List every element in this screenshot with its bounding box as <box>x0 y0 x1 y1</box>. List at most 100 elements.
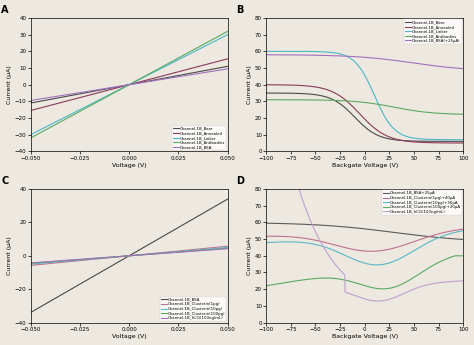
Channel-1B_Antibodies <box>148 71 154 75</box>
Channel-1B_Bare <box>28 101 34 105</box>
Channel-1B_Linker <box>370 89 375 93</box>
Channel-1B_Bare <box>263 91 269 95</box>
X-axis label: Voltage (V): Voltage (V) <box>112 163 146 168</box>
Line: Channel-1B_BSA+25μA: Channel-1B_BSA+25μA <box>266 223 463 239</box>
Channel-1B_Clusterin(10pg) <box>194 248 200 252</box>
Channel-1B_Annealed <box>358 113 364 117</box>
Channel-1B_Antibodies <box>145 72 151 77</box>
Channel-1B_Linker <box>357 65 363 69</box>
Channel-1B_Clusterin(10pg)+30μA <box>357 259 363 264</box>
Channel-1B_hCG(100ng/mL) <box>225 247 230 251</box>
Channel-1B_Linker <box>145 73 150 78</box>
Channel-1B_Clusterin(1pg) <box>28 263 34 267</box>
Channel-1B_Bare <box>381 135 386 139</box>
Channel-1B_Bare <box>206 68 212 72</box>
Channel-1B_Clusterin(1pg) <box>28 263 34 267</box>
Line: Channel-1B_Clusterin(1pg): Channel-1B_Clusterin(1pg) <box>31 246 228 265</box>
Line: Channel-1B_Clusterin(10pg): Channel-1B_Clusterin(10pg) <box>31 247 228 264</box>
Channel-1B_Linker <box>206 42 212 46</box>
Channel-1B_BSA+25μA <box>460 237 466 242</box>
Channel-1B_BSA <box>145 243 151 247</box>
Channel-1B_BSA+25μA <box>370 228 375 232</box>
Channel-1B_Linker <box>425 137 430 141</box>
Channel-1B_BSA(+25μA) <box>456 66 461 70</box>
Channel-1B_Clusterin(1pg) <box>148 252 154 256</box>
Channel-1B_Clusterin(100pg)+20μA <box>263 284 269 288</box>
Channel-1B_Bare <box>28 101 34 105</box>
Channel-1B_BSA+25μA <box>357 226 363 230</box>
Channel-1B_hCG(100ng/mL) <box>370 299 375 303</box>
Channel-1B_Clusterin(1pg) <box>206 246 212 250</box>
Line: Channel-1B_Annealed: Channel-1B_Annealed <box>266 85 463 143</box>
Channel-1B_Clusterin(10pg) <box>225 245 230 249</box>
Channel-1B_Antibodies <box>370 101 375 106</box>
Channel-1B_Clusterin(10pg)+30μA <box>425 240 431 245</box>
Channel-1B_Clusterin(10pg)+30μA <box>370 263 375 267</box>
Line: Channel-1B_BSA(+25μA): Channel-1B_BSA(+25μA) <box>266 55 463 69</box>
Channel-1B_BSA(+25μA) <box>358 55 364 59</box>
Channel-1B_hCG(100ng/mL) <box>381 298 387 303</box>
Channel-1B_Clusterin(10pg)+30μA <box>358 260 364 264</box>
Channel-1B_Annealed <box>425 140 430 145</box>
Line: Channel-1B_Clusterin(100pg): Channel-1B_Clusterin(100pg) <box>31 248 228 263</box>
Channel-1B_Clusterin(100pg)+20μA <box>358 283 364 287</box>
Channel-1B_Clusterin(100pg)+20μA <box>370 286 375 290</box>
Channel-1B_BSA <box>28 310 34 314</box>
Channel-1B_Annealed <box>381 132 386 136</box>
Channel-1B_Clusterin(1pg)+40μA <box>460 227 466 231</box>
Line: Channel-1B_Antibodies: Channel-1B_Antibodies <box>266 100 463 114</box>
Channel-1B_Bare <box>194 70 200 74</box>
Channel-1B_Annealed <box>145 78 150 82</box>
Channel-1B_BSA <box>28 98 34 102</box>
Channel-1B_Bare <box>148 79 154 83</box>
Channel-1B_Linker <box>460 138 466 142</box>
Channel-1B_Clusterin(10pg) <box>206 247 212 251</box>
Text: C: C <box>1 176 8 186</box>
Channel-1B_Linker <box>263 49 269 53</box>
Channel-1B_BSA(+25μA) <box>460 67 466 71</box>
Channel-1B_Annealed <box>357 112 363 116</box>
Channel-1B_BSA <box>145 243 150 247</box>
Channel-1B_BSA(+25μA) <box>381 57 386 61</box>
Channel-1B_hCG(100ng/mL) <box>28 261 34 265</box>
Channel-1B_Annealed <box>263 83 269 87</box>
Channel-1B_Clusterin(10pg) <box>148 252 154 256</box>
Channel-1B_Bare <box>145 79 150 83</box>
Channel-1B_Clusterin(100pg)+20μA <box>380 287 385 291</box>
Channel-1B_Clusterin(100pg) <box>194 249 200 253</box>
Channel-1B_Clusterin(100pg)+20μA <box>460 254 466 258</box>
Channel-1B_Antibodies <box>28 136 34 140</box>
Channel-1B_hCG(100ng/mL) <box>148 252 154 256</box>
Channel-1B_hCG(100ng/mL) <box>145 253 150 257</box>
Channel-1B_Clusterin(100pg) <box>206 248 212 252</box>
Channel-1B_Linker <box>148 71 154 76</box>
Legend: Channel-1B_Bare, Channel-1B_Annealed, Channel-1B_Linker, Channel-1B_Antibodies, : Channel-1B_Bare, Channel-1B_Annealed, Ch… <box>404 19 462 44</box>
Channel-1B_Bare <box>225 64 230 68</box>
Channel-1B_Clusterin(1pg)+40μA <box>357 248 363 253</box>
Channel-1B_hCG(100ng/mL) <box>358 296 364 300</box>
Channel-1B_Linker <box>28 132 34 136</box>
Channel-1B_Antibodies <box>456 112 461 116</box>
Channel-1B_hCG(100ng/mL) <box>145 253 151 257</box>
Channel-1B_Clusterin(100pg) <box>145 252 150 256</box>
Channel-1B_Clusterin(1pg) <box>145 252 151 256</box>
Channel-1B_BSA(+25μA) <box>263 53 269 57</box>
Channel-1B_BSA <box>145 80 150 84</box>
Channel-1B_Clusterin(100pg)+20μA <box>425 266 431 270</box>
Channel-1B_BSA <box>206 70 212 74</box>
Channel-1B_Linker <box>225 32 230 37</box>
Channel-1B_Clusterin(10pg)+30μA <box>456 229 462 234</box>
Channel-1B_hCG(100ng/mL) <box>357 295 363 299</box>
Channel-1B_Clusterin(100pg)+20μA <box>453 254 458 258</box>
Channel-1B_Clusterin(100pg) <box>225 246 230 250</box>
Channel-1B_Clusterin(10pg) <box>145 252 150 256</box>
Channel-1B_Clusterin(10pg)+30μA <box>460 229 466 233</box>
Channel-1B_BSA <box>148 241 154 245</box>
Channel-1B_Clusterin(10pg) <box>145 252 151 256</box>
Channel-1B_Linker <box>381 112 386 116</box>
Channel-1B_BSA+25μA <box>263 221 269 225</box>
Legend: Channel-1B_BSA, Channel-1B_Clusterin(1pg), Channel-1B_Clusterin(10pg), Channel-1: Channel-1B_BSA, Channel-1B_Clusterin(1pg… <box>160 297 227 321</box>
Channel-1B_Antibodies <box>145 73 150 77</box>
Channel-1B_Bare <box>357 120 363 124</box>
Channel-1B_Antibodies <box>225 29 230 33</box>
